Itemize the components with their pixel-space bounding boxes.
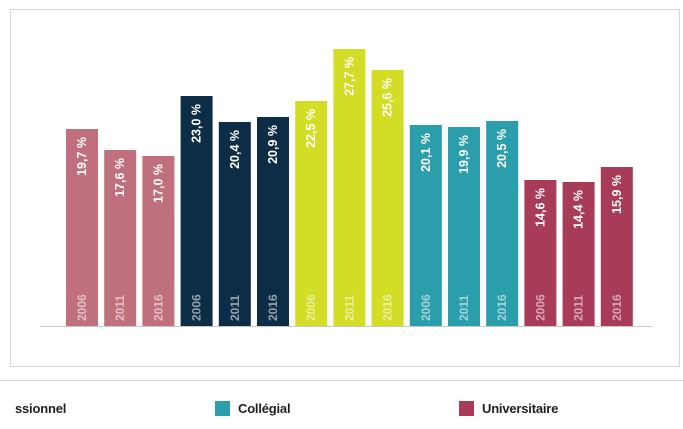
bar	[257, 117, 289, 326]
legend-item-universitaire: Universitaire	[459, 398, 558, 418]
bar-value-label: 14,4 %	[572, 190, 586, 229]
bar	[448, 127, 480, 326]
bar	[142, 156, 175, 326]
bar-year-label: 2006	[190, 294, 204, 321]
bar	[333, 49, 366, 326]
bar-value-label: 20,1 %	[419, 133, 433, 172]
bar	[104, 150, 137, 326]
bar-value-label: 15,9 %	[610, 175, 624, 214]
bar-year-label: 2016	[151, 294, 165, 321]
bar-value-label: 17,6 %	[113, 158, 127, 197]
legend-swatch-universitaire	[459, 400, 474, 416]
bar-value-label: 19,9 %	[457, 135, 471, 174]
bar-year-label: 2006	[75, 294, 89, 321]
bar-year-label: 2011	[113, 295, 127, 321]
legend-divider	[0, 380, 683, 381]
bar-value-label: 19,7 %	[75, 137, 89, 176]
bar	[371, 70, 404, 326]
bar-value-label: 20,4 %	[228, 130, 242, 169]
bar	[180, 96, 213, 326]
legend-label-universitaire: Universitaire	[482, 400, 559, 416]
bar-year-label: 2011	[572, 295, 586, 321]
bar	[562, 182, 595, 326]
bar-year-label: 2016	[381, 294, 395, 321]
bar-year-label: 2016	[610, 294, 624, 321]
legend-swatch-collegial	[215, 400, 230, 416]
bar-value-label: 25,6 %	[381, 78, 395, 117]
bar-year-label: 2006	[419, 294, 433, 321]
bar-year-label: 2016	[495, 294, 509, 321]
bar	[524, 180, 557, 326]
bar-year-label: 2011	[228, 295, 242, 321]
bar-value-label: 27,7 %	[342, 57, 356, 96]
legend-item-professionnel: ssionnel	[0, 398, 66, 418]
bar	[600, 167, 633, 326]
bar	[486, 121, 519, 326]
bar	[295, 101, 328, 326]
bar-year-label: 2006	[304, 294, 318, 321]
legend-item-collegial: Collégial	[215, 398, 291, 418]
bar-value-label: 20,5 %	[495, 129, 509, 168]
bar	[409, 125, 442, 326]
bar-year-label: 2011	[342, 295, 356, 321]
bar-value-label: 17,0 %	[151, 164, 165, 203]
legend-label-professionnel: ssionnel	[15, 400, 67, 416]
bar-year-label: 2011	[457, 295, 471, 321]
bar-value-label: 23,0 %	[190, 104, 204, 143]
bar	[66, 129, 98, 326]
bar-year-label: 2016	[266, 294, 280, 321]
bar-value-label: 14,6 %	[533, 188, 547, 227]
bar-value-label: 22,5 %	[304, 109, 318, 148]
legend-label-collegial: Collégial	[238, 400, 291, 416]
bar-year-label: 2006	[533, 294, 547, 321]
bar-value-label: 20,9 %	[266, 125, 280, 164]
bar	[218, 122, 251, 326]
bar-chart: 19,7 % 2006 17,6 % 2011 17,0 % 2016 23,0 % 2006…	[40, 49, 652, 327]
